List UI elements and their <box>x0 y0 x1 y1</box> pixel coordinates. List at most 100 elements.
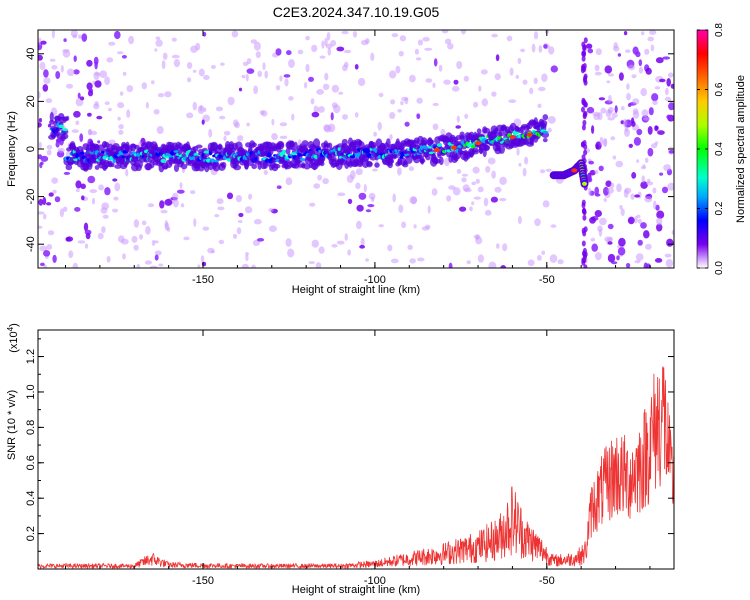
spectrogram-speckle <box>285 238 292 247</box>
spectrogram-speckle <box>606 80 611 84</box>
ridge-outer-mark <box>273 163 281 169</box>
spectrogram-speckle <box>40 155 49 162</box>
spectrogram-speckle <box>628 143 633 148</box>
spectrogram-speckle <box>481 98 488 107</box>
snr-x-label: Height of straight line (km) <box>292 584 420 596</box>
spectrogram-speckle <box>55 141 60 148</box>
spectrogram-speckle <box>151 80 155 85</box>
spectrogram-speckle <box>637 218 642 224</box>
spectrogram-speckle <box>648 107 654 116</box>
spectrogram-speckle <box>268 225 277 232</box>
spectrogram-speckle <box>45 98 53 104</box>
spectrogram-speckle <box>636 214 641 218</box>
spectrogram-speckle <box>640 181 648 189</box>
spectrogram-speckle <box>313 183 321 189</box>
spectrogram-speckle <box>632 98 640 105</box>
spectrogram-speckle <box>390 258 399 264</box>
spectrogram-speckle <box>496 243 500 249</box>
spectrogram-speckle <box>616 255 620 261</box>
spectrogram-speckle <box>473 196 481 200</box>
spectrogram-speckle <box>415 57 422 61</box>
spectrogram-speckle <box>456 168 462 174</box>
spectrogram-speckle <box>236 227 242 235</box>
spectrogram-speckle <box>66 68 75 77</box>
spectrogram-speckle <box>108 41 116 46</box>
spectrogram-speckle <box>524 156 529 165</box>
spectrogram-speckle <box>75 120 80 126</box>
spectrogram-speckle <box>241 74 246 79</box>
spectrogram-boundary-mark <box>583 110 588 117</box>
spectrogram-speckle <box>38 122 42 128</box>
spectrogram-speckle <box>664 253 672 258</box>
ridge-core-mark <box>79 151 85 155</box>
spectrogram-speckle <box>372 168 378 172</box>
spectrogram-speckle <box>46 202 52 206</box>
spectrogram-speckle <box>656 223 663 232</box>
spectrogram-speckle <box>654 86 661 90</box>
spectrogram-speckle <box>157 93 165 98</box>
spectrogram-speckle <box>117 51 124 55</box>
spectrogram-boundary-mark <box>583 101 588 108</box>
spectrogram-speckle <box>599 217 607 226</box>
spectrogram-speckle <box>370 52 375 61</box>
spectrogram-speckle <box>364 38 370 44</box>
spectrogram-speckle <box>459 206 467 212</box>
spectrogram-speckle <box>106 57 114 63</box>
spectrogram-x-label: Height of straight line (km) <box>292 284 420 296</box>
ridge-outer-mark <box>366 161 373 167</box>
ridge-outer-mark <box>327 142 333 149</box>
spectrogram-speckle <box>59 208 64 218</box>
spectrogram-speckle <box>356 220 362 230</box>
spectrogram-speckle <box>392 193 397 203</box>
spectrogram-speckle <box>603 198 607 202</box>
spectrogram-speckle <box>133 244 139 251</box>
spectrogram-speckle <box>288 96 294 101</box>
spectrogram-speckle <box>586 43 593 49</box>
spectrogram-speckle <box>149 265 158 268</box>
spectrogram-speckle <box>463 75 469 82</box>
spectrogram-speckle <box>252 239 260 246</box>
ridge-core-mark <box>337 147 341 151</box>
spectrogram-speckle <box>104 101 110 105</box>
spectrogram-speckle <box>632 110 640 119</box>
ridge-core-mark <box>173 150 180 153</box>
spectrogram-speckle <box>203 107 207 112</box>
spectrogram-speckle <box>655 57 664 64</box>
colorbar-tick-label: 0.2 <box>714 201 725 215</box>
spectrogram-boundary-mark <box>583 79 588 86</box>
spectrogram-speckle <box>407 244 413 250</box>
spectrogram-speckle <box>68 250 74 259</box>
spectrogram-speckle <box>533 31 539 40</box>
spectrogram-speckle <box>462 184 470 192</box>
spectrogram-speckle <box>475 178 480 184</box>
spectrogram-speckle <box>591 243 598 252</box>
spectrogram-speckle <box>216 198 224 205</box>
spectrogram-speckle <box>171 37 177 42</box>
ridge-core-mark <box>542 130 549 134</box>
snr-x-tick-label: -100 <box>364 575 386 587</box>
spectrogram-speckle <box>607 117 615 121</box>
spectrogram-speckle <box>330 112 334 121</box>
spectrogram-speckle <box>478 85 482 92</box>
spectrogram-speckle <box>263 170 268 175</box>
spectrogram-speckle <box>193 218 197 227</box>
spectrogram-speckle <box>286 50 292 56</box>
spectrogram-speckle <box>666 114 671 120</box>
ridge-outer-mark <box>251 163 257 170</box>
ridge-outer-mark <box>385 138 391 148</box>
colorbar-tick-label: 0.4 <box>714 142 725 156</box>
colorbar-tick-label: 0.8 <box>714 23 725 37</box>
ridge-outer-mark <box>415 153 422 159</box>
spectrogram-speckle <box>363 184 367 193</box>
spectrogram-y-label: Frequency (Hz) <box>6 111 18 187</box>
spectrogram-speckle <box>40 161 44 165</box>
spectrogram-speckle <box>547 116 556 124</box>
ridge-outer-mark <box>138 160 143 168</box>
spectrogram-speckle <box>154 250 162 256</box>
spectrogram-speckle <box>398 204 404 213</box>
spectrogram-y-tick-label: 0 <box>25 146 37 152</box>
spectrogram-speckle <box>145 101 149 109</box>
spectrogram-speckle <box>607 223 614 230</box>
ridge-outer-mark <box>94 165 100 170</box>
spectrogram-speckle <box>42 197 47 206</box>
